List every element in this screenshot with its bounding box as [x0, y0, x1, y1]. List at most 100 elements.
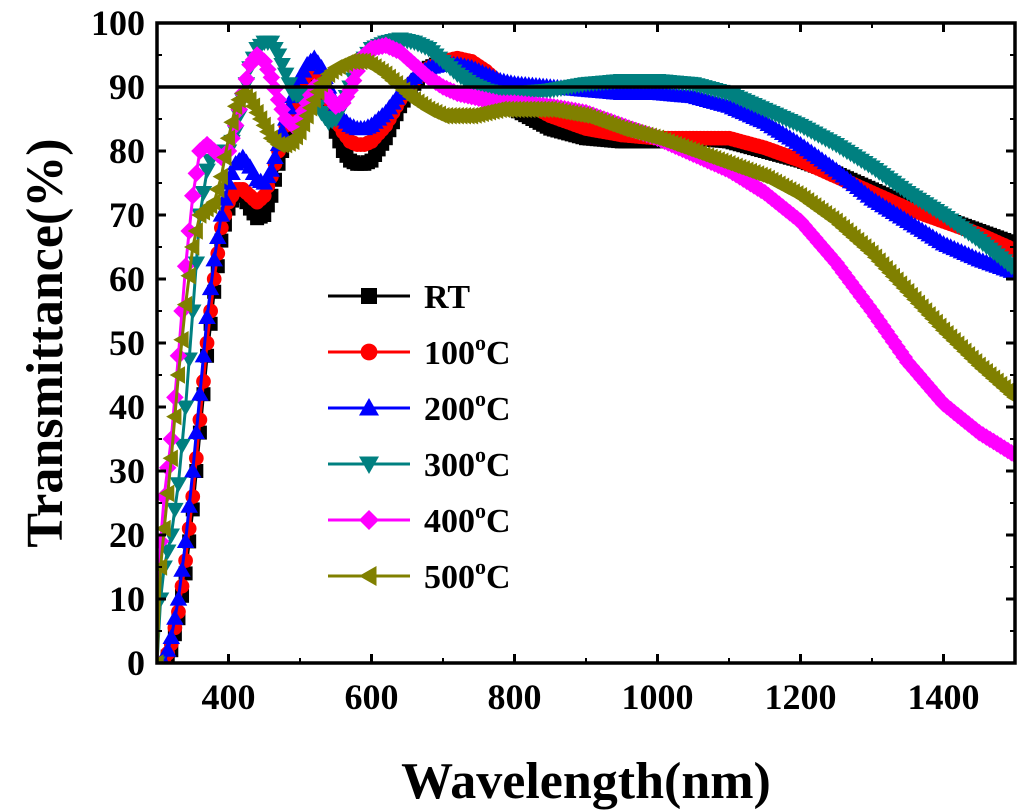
legend-label: 200oC	[424, 386, 511, 428]
data-point	[194, 347, 213, 363]
data-point	[184, 238, 200, 256]
data-point	[194, 186, 213, 202]
series-500c	[157, 52, 1015, 663]
legend-entry: 100oC	[328, 330, 511, 372]
data-point	[169, 347, 188, 365]
x-tick-label: 400	[202, 677, 256, 717]
data-point	[158, 641, 177, 657]
data-point	[1006, 262, 1015, 279]
data-point	[184, 187, 202, 205]
data-point	[176, 400, 195, 416]
data-point	[196, 374, 211, 389]
data-point	[212, 206, 231, 222]
data-point	[169, 477, 188, 493]
y-tick-label: 30	[109, 451, 145, 491]
data-point	[191, 385, 209, 401]
data-point	[162, 430, 181, 448]
y-tick-label: 70	[109, 195, 145, 235]
data-point	[158, 484, 175, 503]
legend-label: 400oC	[424, 498, 511, 540]
data-point	[180, 497, 198, 513]
legend-marker	[361, 288, 377, 304]
data-point	[209, 228, 227, 244]
data-point	[169, 366, 186, 384]
y-tick-label: 20	[109, 515, 145, 555]
data-point	[199, 335, 215, 351]
data-point	[176, 532, 195, 548]
data-point	[276, 67, 295, 83]
legend-label: 300oC	[424, 442, 511, 484]
x-tick-label: 600	[345, 677, 399, 717]
data-point	[266, 148, 284, 164]
x-tick-label: 800	[488, 677, 542, 717]
y-tick-label: 100	[91, 3, 145, 43]
legend-entry: RT	[328, 279, 470, 316]
data-point	[201, 279, 220, 296]
data-point	[176, 295, 193, 314]
data-point	[162, 449, 178, 467]
y-tick-label: 90	[109, 67, 145, 107]
data-point	[237, 70, 256, 88]
data-point	[216, 148, 232, 167]
legend-marker	[360, 343, 378, 361]
legend-entry: 300oC	[328, 442, 511, 484]
data-point	[173, 438, 191, 455]
x-tick-label: 1400	[908, 677, 980, 717]
data-point	[205, 251, 223, 267]
data-point	[181, 521, 197, 536]
data-point	[280, 77, 299, 93]
data-point	[192, 412, 208, 428]
data-point	[162, 628, 181, 644]
data-point	[219, 129, 236, 147]
x-tick-label: 1200	[765, 677, 837, 717]
data-point	[166, 407, 182, 426]
data-point	[180, 267, 196, 285]
legend-marker	[359, 510, 379, 530]
data-point	[166, 609, 184, 625]
y-tick-label: 80	[109, 131, 145, 171]
x-axis-title: Wavelength(nm)	[401, 753, 771, 810]
x-tick-label: 1000	[622, 677, 694, 717]
data-point	[187, 164, 206, 183]
data-point	[157, 558, 168, 576]
data-point	[223, 113, 239, 131]
data-point	[205, 193, 221, 211]
legend-entry: 500oC	[328, 554, 511, 596]
data-point	[198, 308, 216, 324]
y-axis-title: Transmittance(%)	[17, 138, 74, 547]
data-point	[166, 502, 184, 519]
data-point	[1006, 446, 1015, 464]
data-point	[273, 58, 291, 74]
data-point	[173, 331, 189, 349]
y-tick-label: 60	[109, 259, 145, 299]
legend-label: RT	[424, 279, 470, 316]
legend-entry: 400oC	[328, 498, 511, 540]
legend-marker	[359, 456, 379, 474]
data-point	[173, 561, 191, 577]
data-point	[157, 519, 171, 538]
data-point	[209, 180, 225, 199]
data-point	[169, 590, 188, 606]
y-tick-label: 40	[109, 387, 145, 427]
legend-label: 100oC	[424, 330, 511, 372]
legend-entry: 200oC	[328, 386, 511, 428]
legend-marker	[359, 398, 379, 416]
data-point	[269, 48, 288, 64]
y-tick-label: 0	[127, 643, 145, 683]
data-point	[184, 462, 202, 478]
y-tick-label: 10	[109, 579, 145, 619]
data-point	[187, 423, 206, 440]
y-tick-label: 50	[109, 323, 145, 363]
legend-label: 500oC	[424, 554, 511, 596]
data-point	[166, 388, 184, 407]
series-layer	[157, 32, 1015, 663]
data-point	[262, 161, 281, 177]
data-point	[188, 450, 204, 466]
data-point	[1006, 392, 1015, 403]
legend-marker	[359, 566, 377, 586]
data-point	[187, 222, 203, 240]
axis-ticks: 0 10 20 30 40 50 60 70 80 90 100 400 600 800 1000 1200 1…	[91, 3, 1016, 717]
legend: RT 100oC 200oC 300oC 400oC 500oC	[328, 279, 511, 596]
